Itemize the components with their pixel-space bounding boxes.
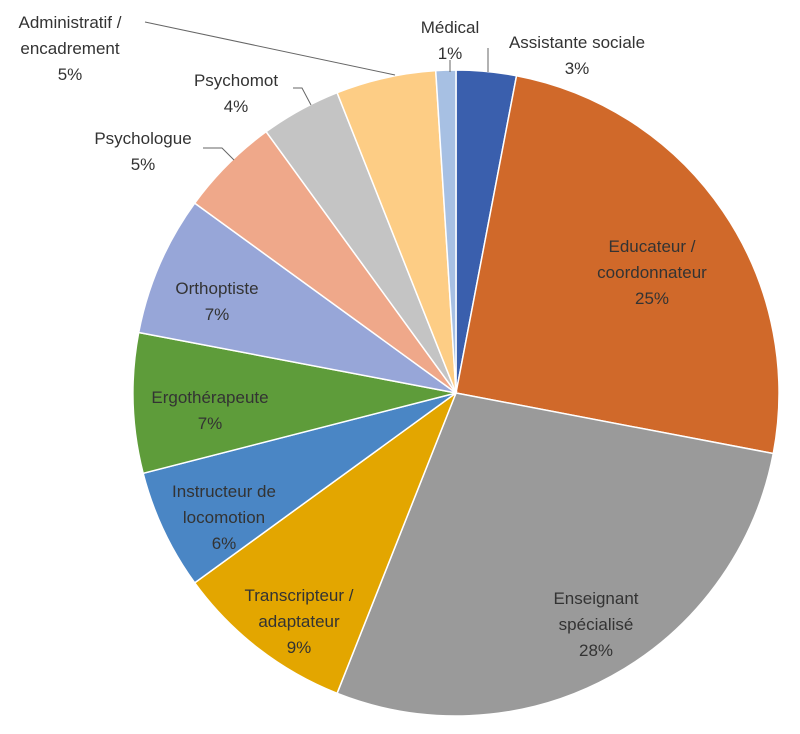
value-label: 5% bbox=[131, 155, 156, 174]
slice bbox=[142, 392, 457, 584]
value-label: 9% bbox=[287, 638, 312, 657]
slice bbox=[137, 202, 457, 394]
value-label: 6% bbox=[212, 534, 237, 553]
slice bbox=[132, 331, 457, 475]
leader-lines bbox=[144, 21, 489, 161]
category-label: Psychologue bbox=[94, 129, 191, 148]
category-label: Administratif / encadrement bbox=[19, 13, 122, 58]
category-label: Instructeur de locomotion bbox=[172, 482, 276, 527]
slice bbox=[455, 74, 780, 455]
category-label: Médical bbox=[421, 18, 480, 37]
category-label: Psychomot bbox=[194, 71, 278, 90]
pie bbox=[132, 69, 780, 717]
category-label: Ergothérapeute bbox=[151, 388, 268, 407]
category-label: Assistante sociale bbox=[509, 33, 645, 52]
leader-line bbox=[144, 21, 396, 76]
value-label: 25% bbox=[635, 289, 669, 308]
category-label: Enseignant spécialisé bbox=[553, 589, 638, 634]
value-label: 5% bbox=[58, 65, 83, 84]
leader-line bbox=[293, 87, 312, 106]
slice bbox=[336, 392, 775, 717]
value-label: 28% bbox=[579, 641, 613, 660]
leader-line bbox=[203, 147, 235, 161]
category-label: Transcripteur / adaptateur bbox=[245, 586, 354, 631]
value-label: 1% bbox=[438, 44, 463, 63]
labels: Assistante sociale 3% Educateur / coordonna… bbox=[19, 13, 708, 660]
value-label: 7% bbox=[198, 414, 223, 433]
slice bbox=[193, 390, 458, 695]
category-label: Orthoptiste bbox=[175, 279, 258, 298]
category-label: Educateur / coordonnateur bbox=[597, 237, 707, 282]
value-label: 7% bbox=[205, 305, 230, 324]
slice bbox=[434, 69, 457, 394]
value-label: 4% bbox=[224, 97, 249, 116]
value-label: 3% bbox=[565, 59, 590, 78]
